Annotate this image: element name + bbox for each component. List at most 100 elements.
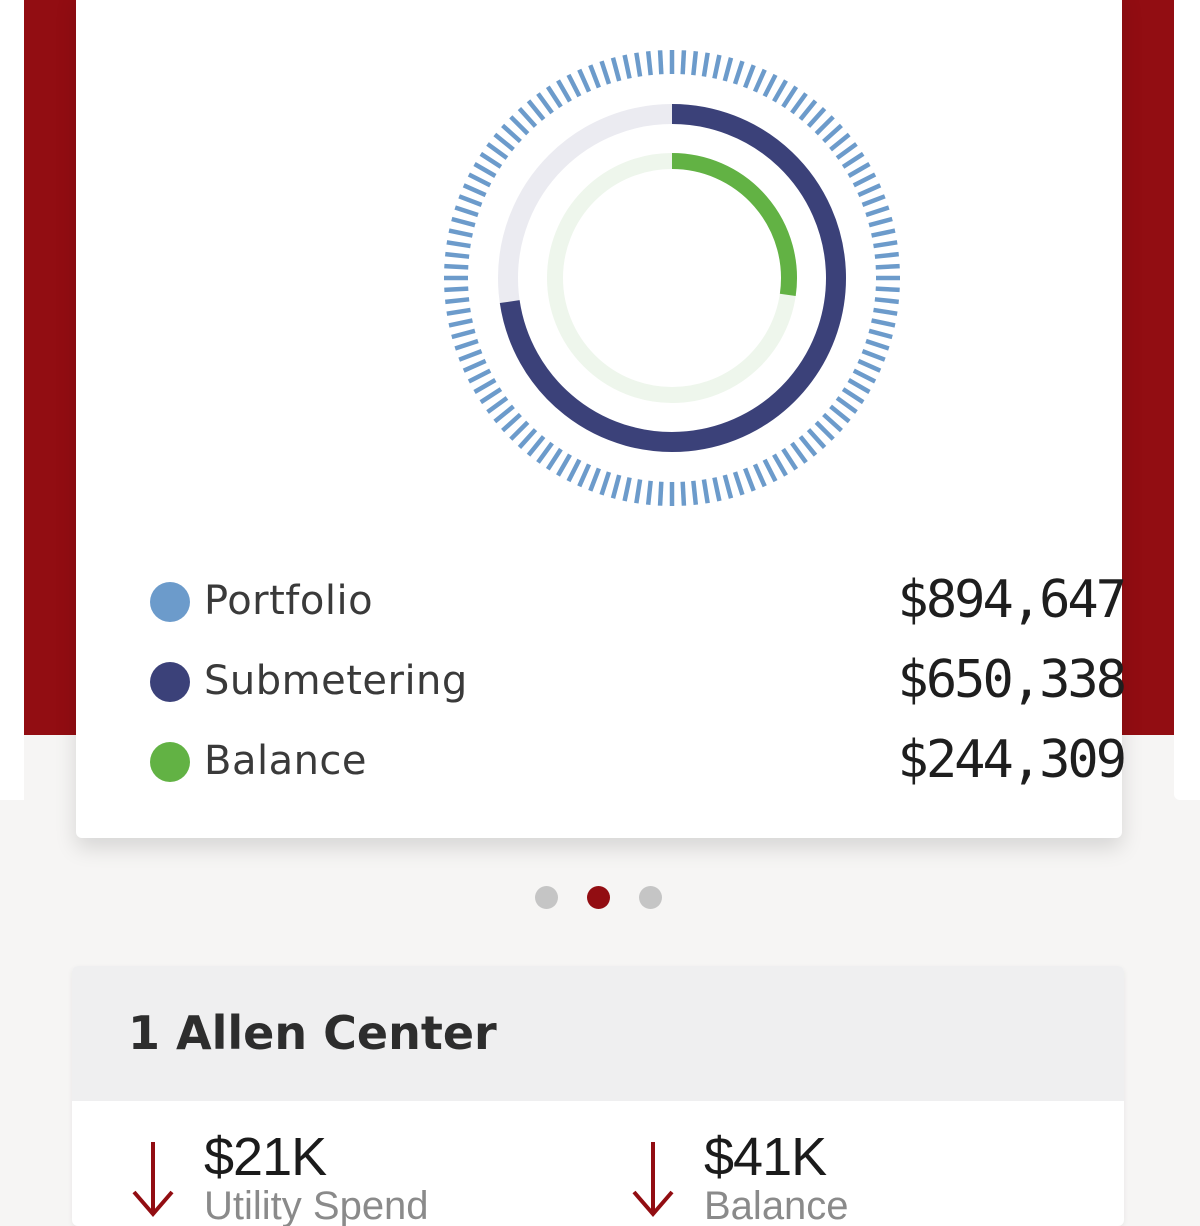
portfolio-tick <box>577 463 592 488</box>
previous-card-peek[interactable] <box>0 0 24 800</box>
portfolio-tick <box>486 396 509 414</box>
portfolio-tick <box>479 151 503 169</box>
portfolio-tick <box>454 205 479 218</box>
portfolio-tick <box>454 338 479 351</box>
portfolio-tick <box>865 205 890 218</box>
page-dot[interactable] <box>535 886 558 909</box>
portfolio-tick <box>852 172 877 188</box>
portfolio-tick <box>781 447 799 471</box>
legend-value: $650,338 <box>897 650 1127 710</box>
portfolio-tick <box>566 73 582 98</box>
portfolio-tick <box>874 251 899 259</box>
portfolio-tick <box>752 68 767 93</box>
portfolio-tick <box>781 85 799 109</box>
portfolio-tick <box>526 435 546 457</box>
portfolio-tick <box>732 60 745 85</box>
portfolio-tick <box>493 132 515 152</box>
portfolio-tick <box>501 123 522 144</box>
portfolio-tick <box>517 107 538 128</box>
portfolio-tick <box>657 481 664 506</box>
metric-value: $41K <box>704 1127 827 1187</box>
portfolio-tick <box>875 286 900 293</box>
portfolio-tick <box>865 338 890 351</box>
portfolio-tick <box>847 378 871 394</box>
portfolio-tick <box>835 142 858 160</box>
arrow-down-icon <box>632 1142 674 1218</box>
portfolio-tick <box>814 115 835 136</box>
portfolio-tick <box>762 458 778 483</box>
metric-label: Utility Spend <box>204 1184 429 1226</box>
portfolio-tick <box>829 132 851 152</box>
portfolio-tick <box>622 54 632 79</box>
portfolio-tick <box>445 297 470 305</box>
legend-row-portfolio: Portfolio $894,647 <box>150 570 1127 630</box>
portfolio-tick <box>479 387 503 405</box>
portfolio-tick <box>680 481 687 506</box>
portfolio-tick <box>722 474 734 499</box>
portfolio-tick <box>847 162 871 178</box>
portfolio-tick <box>722 57 734 82</box>
portfolio-tick <box>509 115 530 136</box>
portfolio-tick <box>467 172 492 188</box>
portfolio-tick <box>462 183 487 198</box>
balance-dot-icon <box>150 742 190 782</box>
portfolio-tick <box>868 216 893 228</box>
legend-label: Submetering <box>204 658 468 704</box>
portfolio-tick <box>501 412 522 433</box>
portfolio-tick <box>861 349 886 362</box>
portfolio-tick <box>610 474 622 499</box>
building-title: 1 Allen Center <box>128 1006 497 1060</box>
portfolio-tick <box>814 420 835 441</box>
portfolio-tick <box>588 467 601 492</box>
portfolio-tick <box>545 447 563 471</box>
portfolio-tick <box>467 368 492 384</box>
portfolio-tick <box>691 51 699 76</box>
building-card-header: 1 Allen Center <box>72 966 1124 1101</box>
portfolio-tick <box>680 50 687 75</box>
portfolio-tick <box>493 404 515 424</box>
portfolio-tick <box>871 228 896 238</box>
portfolio-tick <box>577 68 592 93</box>
portfolio-tick <box>446 307 471 316</box>
portfolio-tick <box>645 480 653 505</box>
portfolio-tick <box>446 240 471 249</box>
portfolio-tick <box>790 441 808 464</box>
summary-card[interactable]: Portfolio $894,647 Submetering $650,338 … <box>76 0 1127 838</box>
portfolio-tick <box>526 99 546 121</box>
portfolio-tick <box>473 162 497 178</box>
portfolio-tick <box>556 79 572 103</box>
legend-value: $894,647 <box>897 570 1127 630</box>
portfolio-tick <box>798 435 818 457</box>
portfolio-tick <box>566 458 582 483</box>
portfolio-tick <box>486 142 509 160</box>
page-dot[interactable] <box>639 886 662 909</box>
portfolio-tick <box>732 471 745 496</box>
portfolio-tick <box>712 477 722 502</box>
page-dot[interactable] <box>587 886 610 909</box>
portfolio-tick <box>874 297 899 305</box>
portfolio-tick <box>657 50 664 75</box>
next-card-peek[interactable] <box>1174 0 1200 800</box>
portfolio-tick <box>473 378 497 394</box>
portfolio-ring <box>444 50 900 506</box>
portfolio-tick <box>701 52 710 77</box>
portfolio-tick <box>451 328 476 340</box>
portfolio-tick <box>772 453 788 477</box>
portfolio-tick <box>857 358 882 373</box>
portfolio-tick <box>857 183 882 198</box>
portfolio-tick <box>822 412 843 433</box>
portfolio-tick <box>444 263 469 270</box>
portfolio-tick <box>691 480 699 505</box>
portfolio-tick <box>868 328 893 340</box>
portfolio-tick <box>712 54 722 79</box>
portfolio-tick <box>790 92 808 115</box>
legend-label: Portfolio <box>204 578 374 624</box>
portfolio-tick <box>444 286 469 293</box>
balance-arc <box>671 153 797 296</box>
portfolio-tick <box>743 467 756 492</box>
building-card[interactable]: 1 Allen Center $21K Utility Spend $41K B… <box>72 966 1124 1226</box>
portfolio-tick <box>545 85 563 109</box>
portfolio-tick <box>772 79 788 103</box>
legend-row-balance: Balance $244,309 <box>150 730 1127 790</box>
portfolio-tick <box>798 99 818 121</box>
